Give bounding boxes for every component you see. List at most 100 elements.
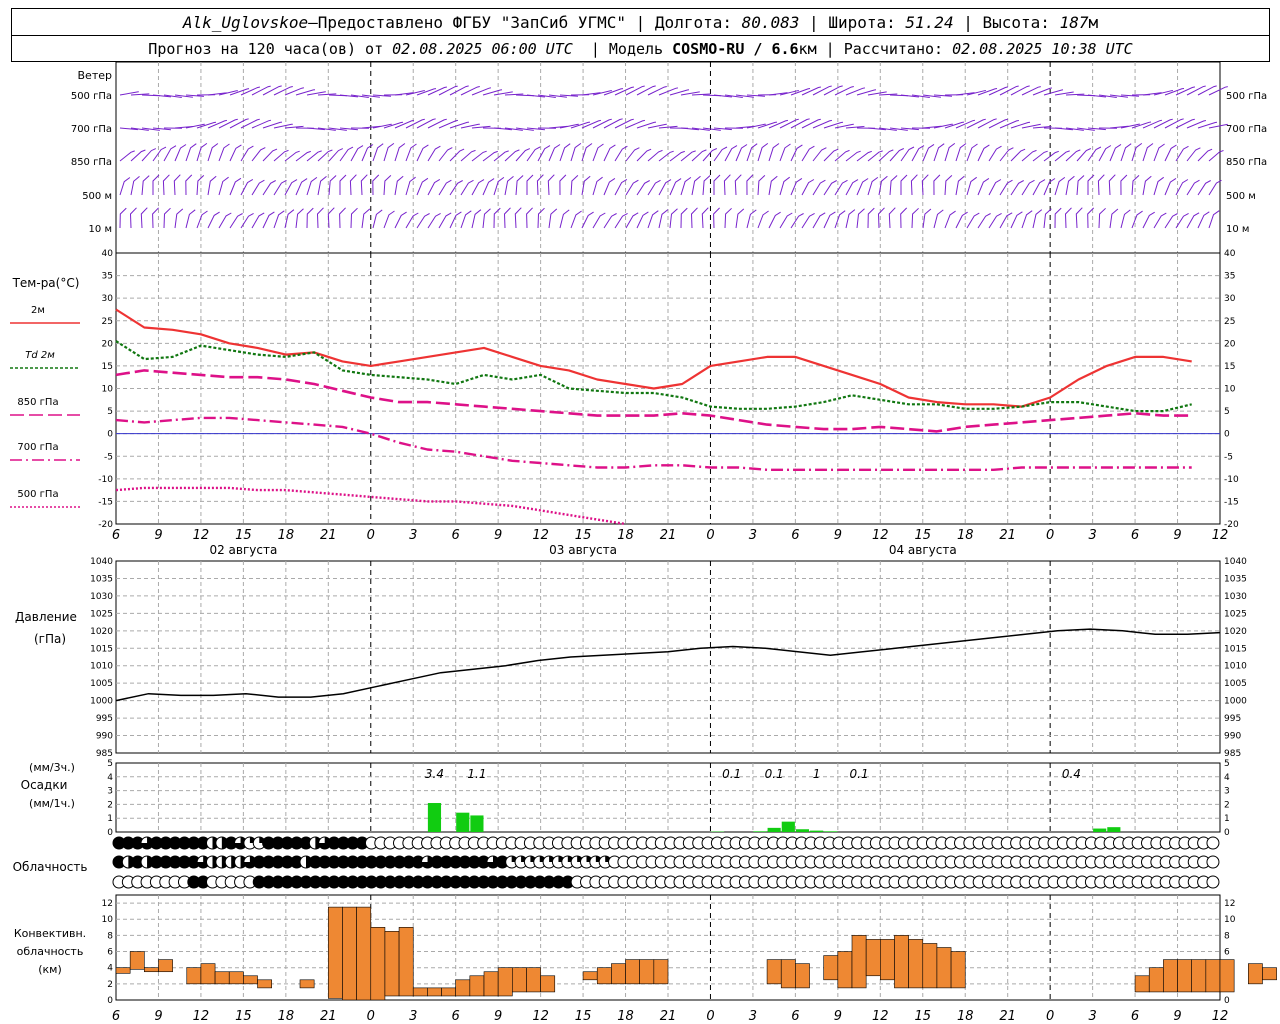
wind-barb <box>493 91 513 96</box>
wind-barb <box>1197 148 1213 162</box>
wind-barb <box>130 176 140 196</box>
wind-barb <box>449 180 463 196</box>
pressure-panel-ytick-left: 1000 <box>90 697 113 707</box>
wind-barb <box>284 209 295 229</box>
convective-bar <box>512 967 527 993</box>
wind-barb <box>911 207 919 229</box>
convective-bar <box>328 906 343 999</box>
wind-barb <box>812 212 826 229</box>
convective-panel-ytick-right: 8 <box>1224 931 1230 941</box>
temp-panel-ytick-right: 0 <box>1224 430 1230 440</box>
day-label: 04 августа <box>889 543 957 557</box>
temp-xtick: 12 <box>1212 528 1229 543</box>
wind-barb <box>735 94 754 98</box>
wind-barb <box>1175 212 1189 229</box>
wind-barb <box>493 150 509 162</box>
wind-barb <box>460 210 472 229</box>
wind-barb <box>581 119 602 129</box>
wind-barb <box>691 127 710 131</box>
wind-barb <box>515 127 534 131</box>
convective-bar <box>1134 975 1150 993</box>
convective-bar <box>427 987 442 997</box>
wind-barb <box>471 125 491 129</box>
temp-panel-ytick-left: 40 <box>102 249 114 259</box>
temp-panel-ytick-left: 15 <box>102 362 113 372</box>
wind-barb <box>581 143 593 162</box>
wind-barb <box>690 207 698 229</box>
convective-bar <box>653 959 669 985</box>
wind-barb <box>1032 179 1046 196</box>
precip-panel-ytick-right: 5 <box>1224 759 1230 769</box>
wind-barb <box>514 207 522 229</box>
wind-barb <box>460 86 480 96</box>
wind-barb <box>251 212 265 229</box>
wind-barb <box>207 119 228 129</box>
wind-barb <box>427 118 447 129</box>
wind-level-left: 700 гПа <box>71 124 112 135</box>
wind-barb <box>801 179 815 196</box>
wind-barb <box>658 125 678 129</box>
convective-bar <box>823 955 839 981</box>
wind-barb <box>1097 174 1105 196</box>
temp-xtick: 6 <box>791 528 799 543</box>
wind-barb <box>1142 175 1152 196</box>
wind-barb <box>1197 85 1217 96</box>
convective-bar <box>370 927 386 1001</box>
temp-xtick: 18 <box>278 528 295 543</box>
wind-barb <box>559 209 570 229</box>
wind-barb <box>614 86 634 96</box>
temp-xtick: 21 <box>999 528 1016 543</box>
precip-bar <box>795 829 810 832</box>
temp-panel-ytick-left: -20 <box>98 520 113 530</box>
cloud-symbol <box>1206 855 1220 869</box>
convective-bar <box>851 935 867 989</box>
temp-xtick: 3 <box>409 528 417 543</box>
convective-bar <box>483 971 499 997</box>
temp-panel-ytick-left: 20 <box>102 339 114 349</box>
pressure-panel-ytick-left: 1025 <box>90 609 113 619</box>
wind-barb <box>1054 127 1073 131</box>
wind-barb <box>900 127 919 131</box>
wind-barb <box>856 89 877 96</box>
wind-barb <box>174 94 193 98</box>
wind-barb <box>536 174 544 196</box>
wind-barb <box>438 179 452 196</box>
wind-barb <box>801 212 815 229</box>
wind-barb <box>174 144 187 162</box>
wind-barb <box>888 207 896 229</box>
wind-barb <box>273 179 287 196</box>
wind-barb <box>603 177 616 196</box>
model-unit: км <box>798 39 817 58</box>
convective-bar <box>936 947 952 989</box>
wind-level-left: 850 гПа <box>71 157 112 168</box>
wind-barb <box>1054 207 1062 229</box>
wind-barb <box>482 208 491 229</box>
wind-barb <box>790 213 804 229</box>
pressure-panel-ytick-right: 1000 <box>1224 697 1247 707</box>
temp-series-line <box>115 340 1192 413</box>
wind-barb <box>173 174 181 196</box>
wind-barb <box>1065 175 1075 196</box>
wind-barb <box>372 94 392 97</box>
temp-series-line <box>115 369 1192 433</box>
wind-barb <box>372 209 383 229</box>
convective-bar <box>441 987 456 997</box>
wind-barb <box>713 127 732 131</box>
wind-barb <box>119 150 135 162</box>
wind-barb <box>691 93 711 96</box>
wind-barb <box>1164 118 1184 129</box>
wind-barb <box>647 123 667 129</box>
convective-panel-ytick-left: 6 <box>107 948 113 958</box>
conv-xtick: 18 <box>617 1009 634 1024</box>
wind-barb <box>878 93 898 96</box>
wind-barb <box>779 90 799 96</box>
wind-barb <box>1175 179 1189 196</box>
wind-barb <box>581 175 591 196</box>
wind-barb <box>1164 88 1185 96</box>
temp-series-line <box>115 486 626 526</box>
wind-barb <box>350 145 364 162</box>
wind-barb <box>625 212 639 229</box>
wind-barb <box>922 94 941 98</box>
wind-barb <box>757 175 766 196</box>
wind-barb <box>482 89 503 96</box>
